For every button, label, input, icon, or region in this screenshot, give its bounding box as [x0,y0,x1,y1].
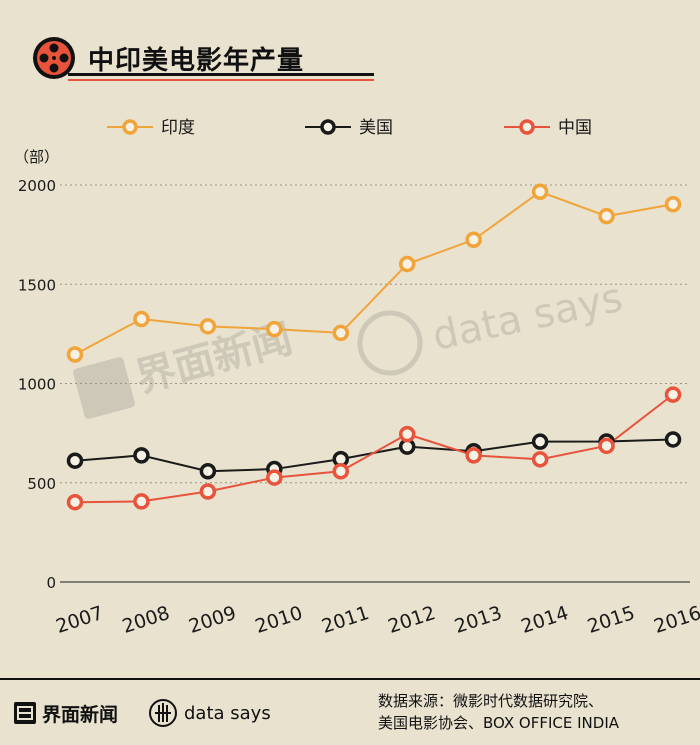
data-point [531,183,549,200]
watermark-data-says-icon [357,310,423,376]
legend-label: 印度 [161,118,195,138]
source-line-2: 美国电影协会、BOX OFFICE INDIA [378,714,620,732]
title-underline-accent [68,79,374,81]
data-point [598,437,615,455]
y-tick-label: 1000 [18,376,56,394]
data-point [398,255,416,273]
data-point [133,447,150,464]
jiemian-brand: 界面新闻 [42,703,119,726]
x-tick-label: 2007 [53,602,106,638]
data-point [664,431,682,448]
legend-marker [320,119,336,135]
series-line [74,438,674,473]
y-tick-label: 0 [46,574,56,592]
watermark-logo-icon [73,357,135,419]
x-tick-label: 2013 [452,602,505,638]
x-tick-label: 2016 [651,602,700,638]
chart-header: 中印美电影年产量 [32,34,374,82]
series-line [74,393,674,504]
watermark-data-brand: data says [429,275,627,360]
x-tick-label: 2008 [120,602,173,638]
watermark: 界面新闻 data says [73,275,627,419]
data-point [332,324,350,342]
line-chart: 界面新闻 data says （部） 0 500 1000 1500 2000 2007 2008… [14,118,700,638]
data-point [199,483,217,500]
data-point [664,386,682,403]
data-point [133,493,150,510]
source-line-1: 数据来源：微影时代数据研究院、 [378,692,604,710]
y-unit-label: （部） [14,148,59,166]
y-tick-label: 2000 [18,177,56,195]
data-point [199,318,217,335]
legend-label: 美国 [359,118,393,138]
data-point [66,452,84,469]
jiemian-logo-icon [14,702,36,724]
x-tick-label: 2015 [585,602,638,638]
x-tick-label: 2010 [253,602,306,638]
x-tick-label: 2011 [319,602,372,638]
data-point [133,310,150,328]
x-tick-label: 2014 [518,602,571,638]
jiemian-logo: 界面新闻 [14,700,118,726]
data-source: 数据来源：微影时代数据研究院、 美国电影协会、BOX OFFICE INDIA [378,690,688,734]
data-point [598,207,615,225]
data-point [66,493,84,511]
series-line [74,190,674,356]
y-tick-label: 500 [27,475,56,493]
footer: 界面新闻 data says 数据来源：微影时代数据研究院、 美国电影协会、BO… [0,678,700,745]
y-tick-label: 1500 [18,276,56,294]
data-point [398,425,416,443]
data-point [332,462,350,480]
title-underline [68,73,374,76]
x-tick-label: 2009 [186,602,239,638]
data-point [465,447,482,464]
legend-label: 中国 [558,118,592,138]
legend-marker [519,119,535,135]
data-point [199,462,217,480]
data-says-logo: data says [148,698,271,728]
data-point [531,433,549,450]
data-point [66,346,84,363]
data-says-brand: data says [184,702,271,724]
data-point [266,320,283,338]
x-tick-label: 2012 [385,602,438,638]
data-says-icon [149,699,177,727]
page-title: 中印美电影年产量 [88,46,305,76]
film-reel-icon [33,37,75,79]
data-point [266,469,283,486]
legend-marker [122,119,138,135]
data-point [465,231,482,249]
data-point [531,451,549,468]
data-point [664,196,682,213]
